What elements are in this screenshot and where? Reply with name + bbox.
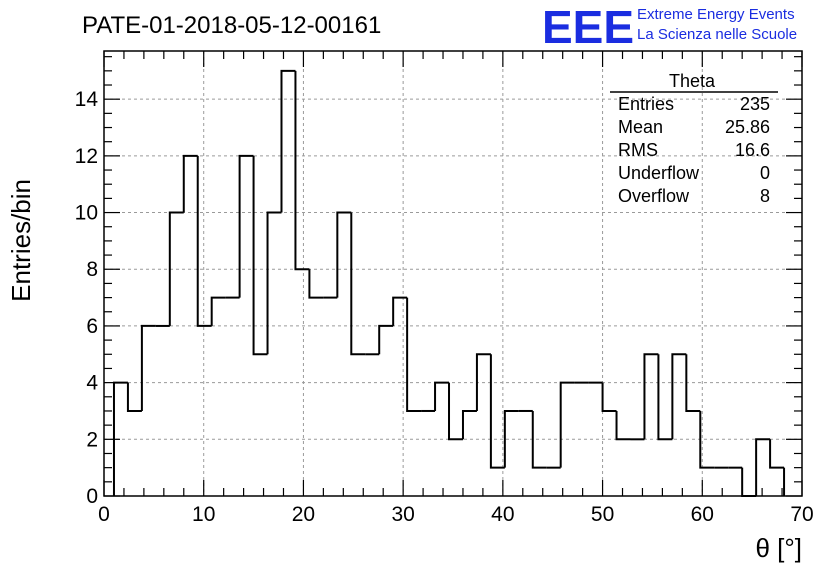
stats-row-value: 0 [760,163,770,183]
histogram-bin [685,354,701,412]
histogram-bin [671,353,687,440]
histogram-bin [280,69,296,213]
y-tick-label: 4 [86,372,98,395]
histogram-bin [699,410,715,469]
y-tick-label: 2 [86,428,98,451]
x-tick-label: 60 [691,503,714,526]
histogram-bin [378,324,394,355]
histogram-bin [448,382,463,441]
y-tick-label: 14 [75,88,99,111]
logo-mark: EEE [542,1,634,53]
histogram-bin [406,297,422,412]
histogram-bin [657,354,673,441]
histogram-bin [266,211,282,355]
histogram-bin [434,381,450,411]
stats-box-rows: Entries 235 Mean 25.86 RMS 16.6 Underflow 0 Over… [618,94,770,206]
histogram-bin [461,409,477,440]
histogram-bin [238,154,254,298]
stats-box-title: Theta [669,71,716,91]
stats-row-label: Entries [618,94,674,114]
histogram-layer [112,69,786,497]
y-tick-label: 10 [75,202,98,225]
x-tick-label: 10 [192,503,215,526]
stats-row-label: Underflow [618,163,700,183]
histogram-bin [350,212,366,356]
stats-row-value: 8 [760,186,770,206]
histogram-bin [643,353,659,440]
logo-line1: Extreme Energy Events [637,6,795,23]
histogram-bin [741,467,757,497]
histogram-bin [196,155,212,327]
histogram-bin [140,324,156,411]
axes-layer: 0 10 20 30 40 50 60 70 0 2 4 6 8 10 12 14 [75,50,814,526]
histogram-bin [769,439,785,469]
stats-row-label: Mean [618,117,663,137]
histogram-bin [503,409,519,468]
histogram-bin [475,353,491,411]
stats-row-value: 16.6 [735,140,770,160]
stats-row-label: RMS [618,140,658,160]
histogram-bin [308,269,324,299]
x-axis-label: θ [°] [755,533,802,563]
y-axis-label: Entries/bin [6,179,36,302]
stats-box: Theta Entries 235 Mean 25.86 RMS 16.6 Underflo… [610,71,778,206]
histogram-bin [531,410,547,469]
y-tick-label: 0 [86,485,98,508]
histogram-bin [615,410,631,441]
y-tick-label: 6 [86,315,98,338]
histogram-bin [126,382,142,412]
plot-frame [103,50,803,497]
x-tick-label: 20 [292,503,315,526]
histogram-bin [336,211,352,298]
grid-layer [104,51,802,496]
stats-row-value: 25.86 [725,117,770,137]
histogram-bin [294,70,310,271]
logo-line2: La Scienza nelle Scuole [637,26,797,43]
x-tick-label: 70 [790,503,813,526]
stats-row-value: 235 [740,94,770,114]
y-tick-label: 8 [86,258,98,281]
eee-logo: EEE Extreme Energy Events La Scienza nel… [542,1,797,53]
histogram-bin [755,438,771,496]
x-tick-label: 30 [391,503,414,526]
histogram-bin [182,154,198,213]
histogram-bin [489,354,505,469]
x-tick-label: 50 [591,503,614,526]
histogram-bin [210,296,226,326]
histogram-bin [392,296,408,326]
y-tick-label: 12 [75,145,98,168]
histogram-bin [601,382,617,412]
x-tick-label: 40 [491,503,514,526]
x-tick-label: 0 [98,503,110,526]
histogram-bin [252,155,268,356]
histogram-bin [168,211,184,326]
histogram-bin [559,381,575,468]
chart-title: PATE-01-2018-05-12-00161 [82,12,381,39]
stats-row-label: Overflow [618,186,690,206]
